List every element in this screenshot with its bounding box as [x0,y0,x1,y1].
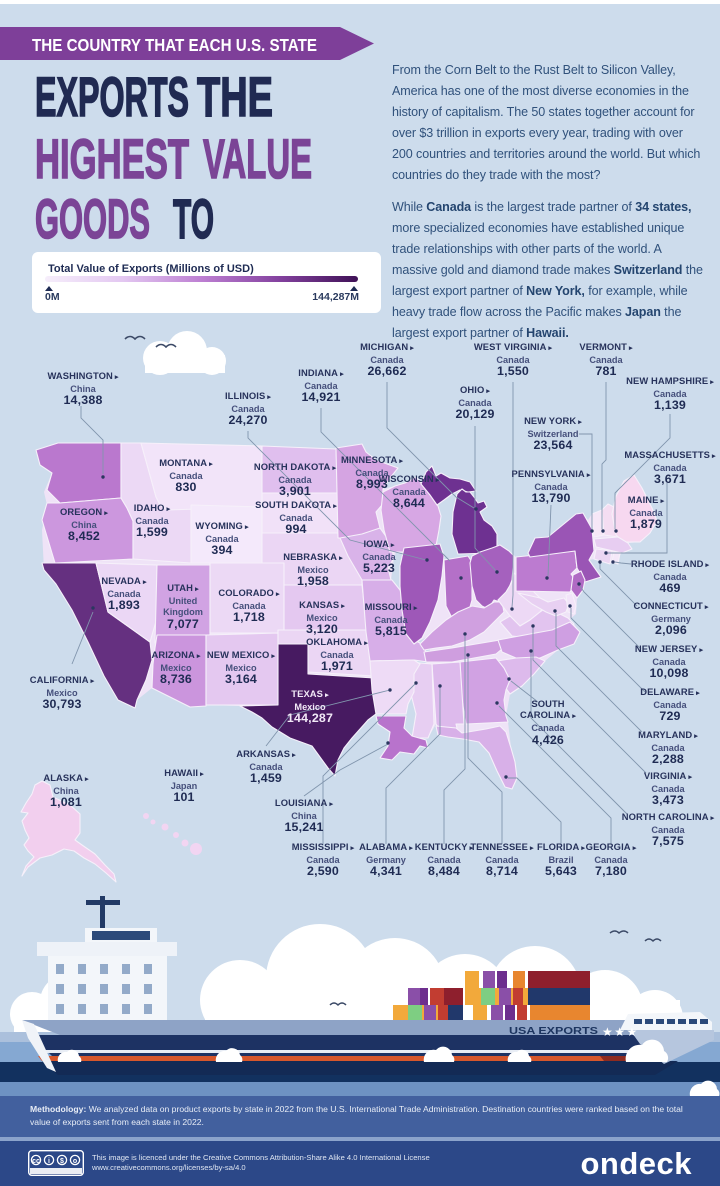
svg-text:EXPORTS: EXPORTS [35,65,189,128]
svg-text:i: i [48,1158,50,1165]
svg-text:VALUE: VALUE [203,127,312,190]
svg-text:o: o [73,1158,77,1165]
svg-text:$: $ [60,1158,64,1165]
svg-text:USA EXPORTS: USA EXPORTS [509,1026,598,1037]
svg-text:TO: TO [173,187,214,250]
svg-text:cc: cc [32,1158,40,1165]
svg-text:GOODS: GOODS [35,187,150,250]
svg-text:THE COUNTRY THAT EACH U.S. STA: THE COUNTRY THAT EACH U.S. STATE [32,35,317,55]
svg-text:★★★: ★★★ [602,1025,639,1039]
svg-text:HIGHEST: HIGHEST [35,127,189,190]
svg-text:THE: THE [197,65,273,128]
